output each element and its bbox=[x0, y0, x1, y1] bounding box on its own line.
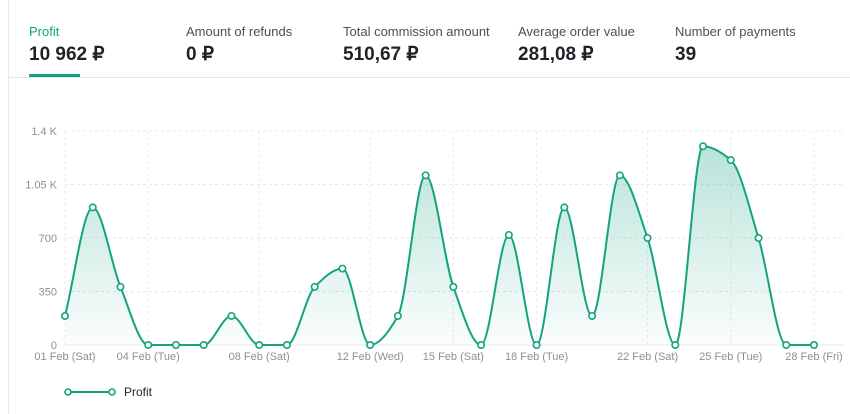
data-point-13 bbox=[393, 311, 402, 320]
y-tick-label: 0 bbox=[51, 340, 57, 352]
data-point-11 bbox=[338, 264, 347, 273]
data-point-8 bbox=[255, 340, 264, 349]
tab-number-of-payments[interactable]: Number of payments 39 bbox=[675, 24, 796, 65]
tab-refunds-value: 0 ₽ bbox=[186, 44, 214, 65]
data-point-10 bbox=[310, 282, 319, 291]
data-point-21 bbox=[615, 171, 624, 180]
x-tick-label: 01 Feb (Sat) bbox=[34, 351, 95, 363]
tab-payments-value: 39 bbox=[675, 44, 697, 65]
data-point-19 bbox=[560, 203, 569, 212]
tab-profit[interactable]: Profit 10 962 ₽ bbox=[29, 24, 104, 65]
tab-profit-value: 10 962 ₽ bbox=[29, 44, 105, 65]
x-tick-label: 22 Feb (Sat) bbox=[617, 351, 678, 363]
data-point-16 bbox=[477, 340, 486, 349]
data-point-12 bbox=[366, 340, 375, 349]
data-point-26 bbox=[754, 234, 763, 243]
data-point-3 bbox=[116, 282, 125, 291]
y-tick-label: 1.4 K bbox=[31, 126, 57, 138]
x-tick-label: 08 Feb (Sat) bbox=[229, 351, 290, 363]
tab-total-commission[interactable]: Total commission amount 510,67 ₽ bbox=[343, 24, 490, 65]
tab-commission-label: Total commission amount bbox=[343, 24, 490, 39]
tab-payments-label: Number of payments bbox=[675, 24, 796, 39]
data-point-20 bbox=[588, 311, 597, 320]
x-tick-label: 18 Feb (Tue) bbox=[505, 351, 568, 363]
data-point-23 bbox=[671, 340, 680, 349]
tab-aov-value: 281,08 ₽ bbox=[518, 44, 594, 65]
tab-amount-of-refunds[interactable]: Amount of refunds 0 ₽ bbox=[186, 24, 292, 65]
x-tick-label: 25 Feb (Tue) bbox=[699, 351, 762, 363]
data-point-17 bbox=[504, 230, 513, 239]
profit-area-fill bbox=[65, 146, 814, 345]
y-tick-label: 1.05 K bbox=[25, 180, 57, 192]
data-point-15 bbox=[449, 282, 458, 291]
tab-average-order-value[interactable]: Average order value 281,08 ₽ bbox=[518, 24, 635, 65]
y-tick-label: 700 bbox=[39, 233, 57, 245]
data-point-1 bbox=[60, 311, 69, 320]
data-point-22 bbox=[643, 234, 652, 243]
data-point-9 bbox=[282, 340, 291, 349]
legend-swatch-icon bbox=[64, 384, 116, 400]
data-point-25 bbox=[726, 156, 735, 165]
metric-tabs: Profit 10 962 ₽ Amount of refunds 0 ₽ To… bbox=[9, 0, 850, 78]
chart-legend[interactable]: Profit bbox=[64, 383, 152, 401]
x-tick-label: 15 Feb (Sat) bbox=[423, 351, 484, 363]
tab-aov-label: Average order value bbox=[518, 24, 635, 39]
data-point-24 bbox=[699, 142, 708, 151]
active-tab-indicator bbox=[29, 74, 80, 77]
x-tick-label: 28 Feb (Fri) bbox=[785, 351, 842, 363]
x-tick-label: 04 Feb (Tue) bbox=[117, 351, 180, 363]
data-point-6 bbox=[199, 340, 208, 349]
data-point-7 bbox=[227, 311, 236, 320]
tab-profit-label: Profit bbox=[29, 24, 60, 39]
data-point-28 bbox=[809, 340, 818, 349]
data-point-5 bbox=[171, 340, 180, 349]
y-tick-label: 350 bbox=[39, 287, 57, 299]
data-point-4 bbox=[144, 340, 153, 349]
profit-panel: Profit 10 962 ₽ Amount of refunds 0 ₽ To… bbox=[8, 0, 850, 414]
x-tick-label: 12 Feb (Wed) bbox=[337, 351, 404, 363]
tab-refunds-label: Amount of refunds bbox=[186, 24, 293, 39]
data-point-27 bbox=[782, 340, 791, 349]
data-point-14 bbox=[421, 171, 430, 180]
data-point-2 bbox=[88, 203, 97, 212]
tab-commission-value: 510,67 ₽ bbox=[343, 44, 419, 65]
data-point-18 bbox=[532, 340, 541, 349]
legend-label-profit: Profit bbox=[124, 385, 153, 399]
